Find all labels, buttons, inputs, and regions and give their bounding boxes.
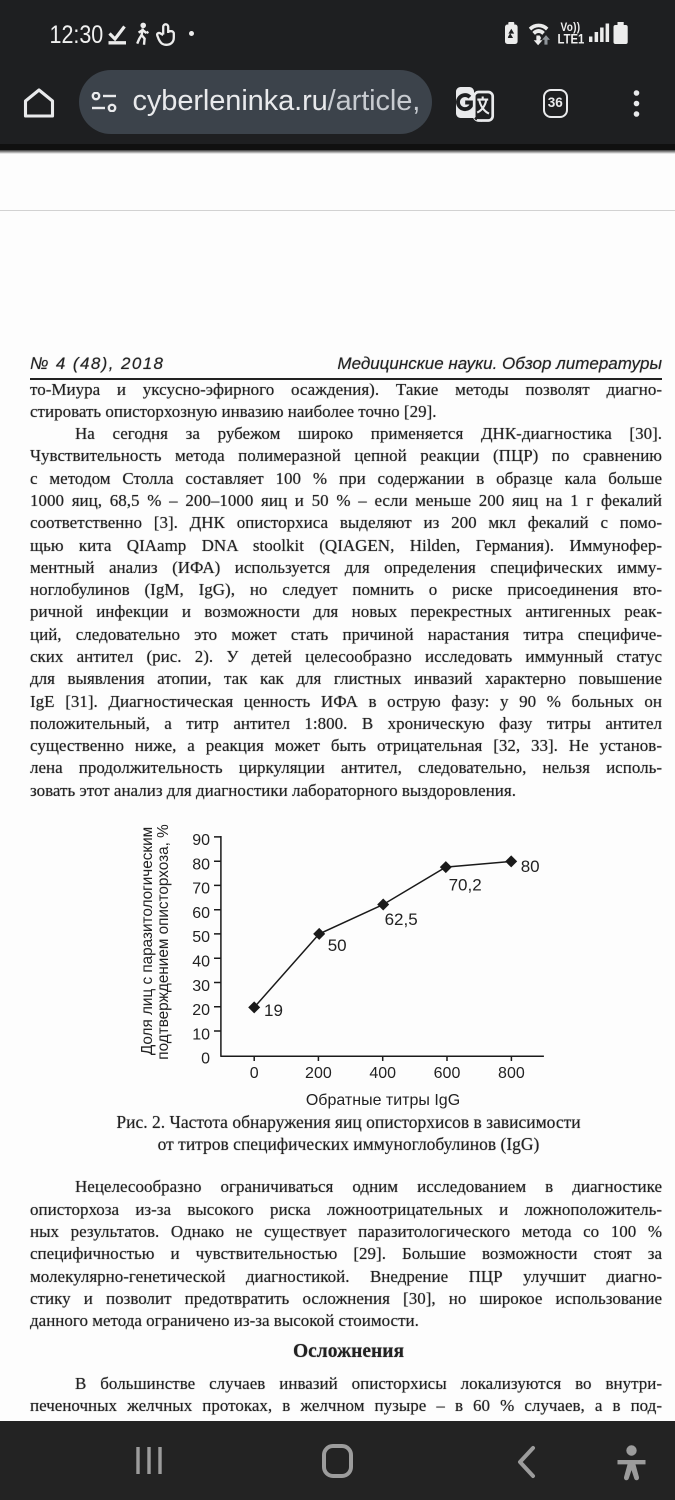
svg-text:Обратные титры IgG: Обратные титры IgG <box>306 1092 460 1109</box>
svg-text:90: 90 <box>192 832 210 849</box>
svg-text:800: 800 <box>498 1065 525 1082</box>
svg-text:подтверждением описторхоза, %: подтверждением описторхоза, % <box>155 824 172 1060</box>
svg-text:50: 50 <box>328 936 347 955</box>
svg-text:40: 40 <box>192 954 210 971</box>
svg-text:Доля лиц с паразитологическим: Доля лиц с паразитологическим <box>139 827 156 1055</box>
svg-text:60: 60 <box>192 905 210 922</box>
svg-text:19: 19 <box>264 1001 283 1020</box>
svg-text:600: 600 <box>434 1065 461 1082</box>
svg-text:400: 400 <box>369 1065 396 1082</box>
svg-text:62,5: 62,5 <box>385 910 418 929</box>
svg-text:70,2: 70,2 <box>449 876 482 895</box>
svg-text:70: 70 <box>192 881 210 898</box>
svg-text:30: 30 <box>192 978 210 995</box>
svg-text:80: 80 <box>521 857 540 876</box>
svg-text:12:30: 12:30 <box>50 21 104 49</box>
svg-text:200: 200 <box>305 1065 332 1082</box>
svg-text:10: 10 <box>192 1026 210 1043</box>
svg-text:Vo)): Vo)) <box>561 21 581 34</box>
svg-text:0: 0 <box>250 1065 259 1082</box>
svg-text:50: 50 <box>192 929 210 946</box>
svg-text:0: 0 <box>201 1051 210 1068</box>
svg-text:20: 20 <box>192 1002 210 1019</box>
svg-text:LTE1: LTE1 <box>558 32 585 47</box>
svg-text:80: 80 <box>192 857 210 874</box>
